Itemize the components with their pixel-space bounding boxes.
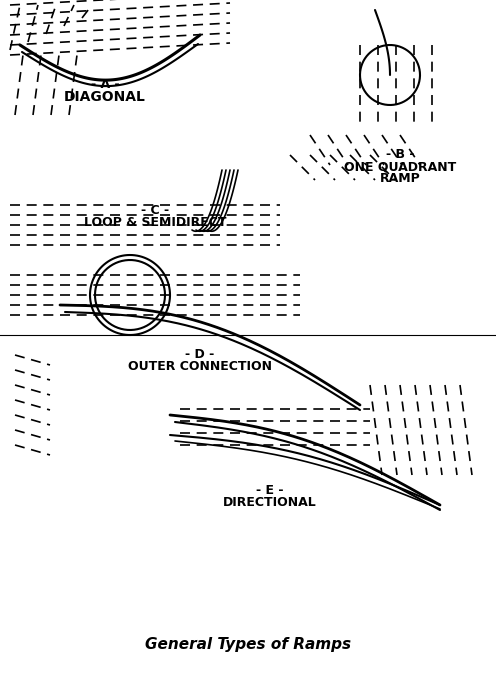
Text: - C -: - C - — [141, 203, 169, 217]
Text: RAMP: RAMP — [379, 173, 421, 186]
Text: - E -: - E - — [256, 483, 284, 497]
Text: DIAGONAL: DIAGONAL — [64, 90, 146, 104]
Text: LOOP & SEMIDIRECT: LOOP & SEMIDIRECT — [84, 215, 226, 229]
Text: DIRECTIONAL: DIRECTIONAL — [223, 495, 317, 508]
Text: General Types of Ramps: General Types of Ramps — [145, 637, 351, 653]
Text: - A -: - A - — [91, 78, 120, 92]
Text: - D -: - D - — [186, 348, 215, 362]
Text: OUTER CONNECTION: OUTER CONNECTION — [128, 360, 272, 373]
Text: - B -: - B - — [386, 148, 414, 161]
Text: ONE QUADRANT: ONE QUADRANT — [344, 161, 456, 173]
